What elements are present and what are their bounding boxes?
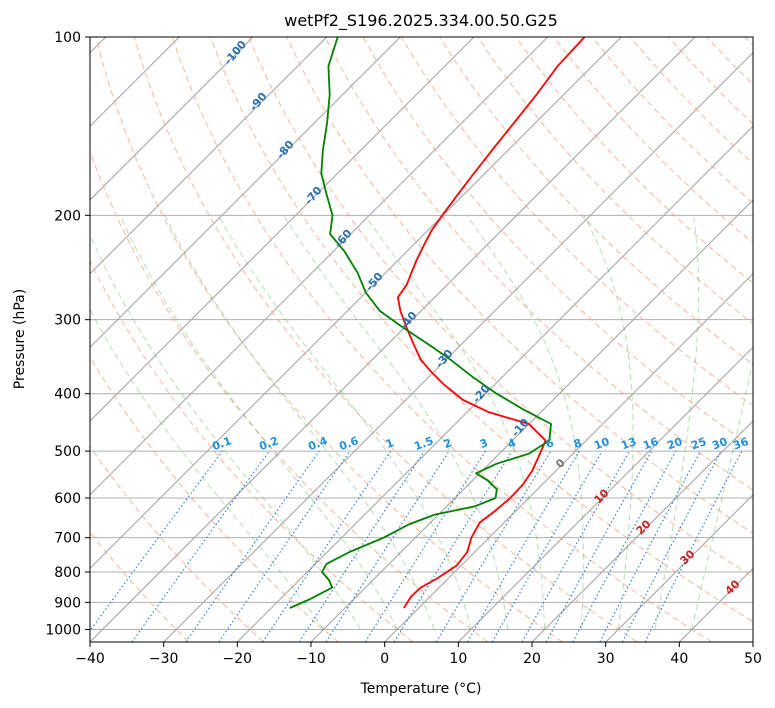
mixing-ratio-line xyxy=(218,450,351,642)
isotherm-line xyxy=(90,37,696,642)
mixing-ratio-label: 16 xyxy=(641,435,660,453)
mixing-ratio-label: 8 xyxy=(572,436,584,451)
dry-adiabat-line xyxy=(286,37,753,534)
isotherm-line xyxy=(90,37,475,422)
isotherm-line xyxy=(90,37,254,201)
y-axis: 100 200 300 400 500 600 700 800 900 1000 xyxy=(45,30,90,638)
chart-title: wetPf2_S196.2025.334.00.50.G25 xyxy=(284,11,558,31)
moist-adiabat-line xyxy=(283,215,509,630)
moist-adiabat-line xyxy=(90,233,361,630)
mixing-ratio-label: 36 xyxy=(731,435,750,453)
moist-adiabat-line xyxy=(691,358,753,630)
moist-adiabat-line xyxy=(466,215,584,630)
mixing-ratio-line xyxy=(298,450,425,642)
y-tick-label: 900 xyxy=(54,595,81,611)
dry-adiabat-line xyxy=(90,356,339,642)
background-lines xyxy=(90,37,753,642)
x-axis-label: Temperature (°C) xyxy=(360,681,482,697)
mixing-ratio-label: 25 xyxy=(689,435,708,452)
isotherm-line xyxy=(90,37,401,349)
mixing-ratio-line xyxy=(185,450,320,642)
mixing-ratio-line xyxy=(393,450,513,642)
isotherm-line xyxy=(236,125,753,642)
y-tick-label: 500 xyxy=(54,444,81,460)
mixing-ratio-line xyxy=(545,450,653,642)
dry-adiabat-line xyxy=(171,37,712,642)
isotherm-line xyxy=(163,51,753,642)
mixing-ratio-label: 1.5 xyxy=(412,434,435,453)
dry-adiabat-line xyxy=(324,37,753,491)
moist-adiabat-line xyxy=(364,215,546,630)
mixing-ratio-label: 10 xyxy=(592,435,611,453)
x-tick-label: 50 xyxy=(744,651,762,667)
mixing-ratio-line xyxy=(572,450,677,642)
y-tick-label: 300 xyxy=(54,313,81,329)
mixing-ratio-label: 30 xyxy=(710,435,729,453)
mixing-ratio-label: 1 xyxy=(384,436,396,451)
mixing-ratio-label: 0.2 xyxy=(257,434,280,453)
mixing-ratio-label: 6 xyxy=(544,436,556,451)
moist-adiabat-line xyxy=(217,215,472,630)
isotherm-line xyxy=(90,37,328,275)
mixing-ratio-label: 2 xyxy=(442,436,454,451)
isotherm-line xyxy=(752,641,753,642)
mixing-ratio-label: 20 xyxy=(665,435,684,453)
dry-adiabat-line xyxy=(210,37,753,623)
dry-adiabat-line xyxy=(133,37,638,642)
x-tick-label: 30 xyxy=(597,651,615,667)
moist-adiabat-line xyxy=(583,215,634,630)
mixing-ratio-line xyxy=(131,450,270,642)
x-tick-label: 10 xyxy=(449,651,467,667)
isotherm-line xyxy=(531,420,753,642)
dry-adiabat-line xyxy=(90,445,264,642)
x-tick-label: −40 xyxy=(75,651,105,667)
mixing-ratio-label: 4 xyxy=(506,436,518,451)
isotherm-line xyxy=(384,272,753,642)
mixing-ratio-line xyxy=(90,450,223,632)
x-tick-label: −30 xyxy=(149,651,179,667)
y-tick-label: 700 xyxy=(54,531,81,547)
dry-adiabat-line xyxy=(248,37,753,578)
isotherm-line xyxy=(605,493,753,642)
isotherm-line xyxy=(90,37,622,570)
moist-adiabat-line xyxy=(90,308,324,630)
plot-frame xyxy=(89,36,754,643)
y-tick-label: 400 xyxy=(54,387,81,403)
x-tick-label: −20 xyxy=(223,651,253,667)
mixing-ratio-label: 0.1 xyxy=(210,434,233,453)
x-tick-label: −10 xyxy=(296,651,326,667)
x-tick-label: 20 xyxy=(523,651,541,667)
dry-adiabat-line xyxy=(90,259,414,642)
moist-adiabat-line xyxy=(164,215,435,630)
y-axis-label: Pressure (hPa) xyxy=(12,289,28,389)
y-tick-label: 1000 xyxy=(45,622,81,638)
moist-adiabat-line xyxy=(654,215,700,630)
dry-adiabat-line xyxy=(95,37,563,642)
temperature-profile-line xyxy=(397,37,586,609)
x-tick-label: 40 xyxy=(670,651,688,667)
mixing-ratio-line xyxy=(262,450,392,642)
moist-adiabat-line xyxy=(119,215,398,630)
mixing-ratio-line xyxy=(521,450,630,642)
mixing-ratio-label: 3 xyxy=(478,436,490,451)
mixing-ratio-label: 13 xyxy=(619,435,638,452)
profile-lines xyxy=(289,37,586,609)
y-tick-label: 800 xyxy=(54,565,81,581)
x-axis: −40 −30 −20 −10 0 10 20 30 40 50 xyxy=(75,642,762,667)
mixing-ratio-label: 0.6 xyxy=(337,434,360,453)
mixing-ratio-label: 0.4 xyxy=(306,434,329,453)
y-tick-label: 600 xyxy=(54,491,81,507)
x-tick-label: 0 xyxy=(380,651,389,667)
isotherm-line xyxy=(457,346,753,642)
y-tick-label: 100 xyxy=(54,30,81,46)
mixing-ratio-line xyxy=(325,450,450,642)
dry-adiabat-line xyxy=(515,37,753,284)
mixing-ratio-line xyxy=(644,450,743,642)
isotherm-line xyxy=(90,37,549,496)
y-tick-label: 200 xyxy=(54,208,81,224)
dewpoint-profile-line xyxy=(289,37,552,609)
